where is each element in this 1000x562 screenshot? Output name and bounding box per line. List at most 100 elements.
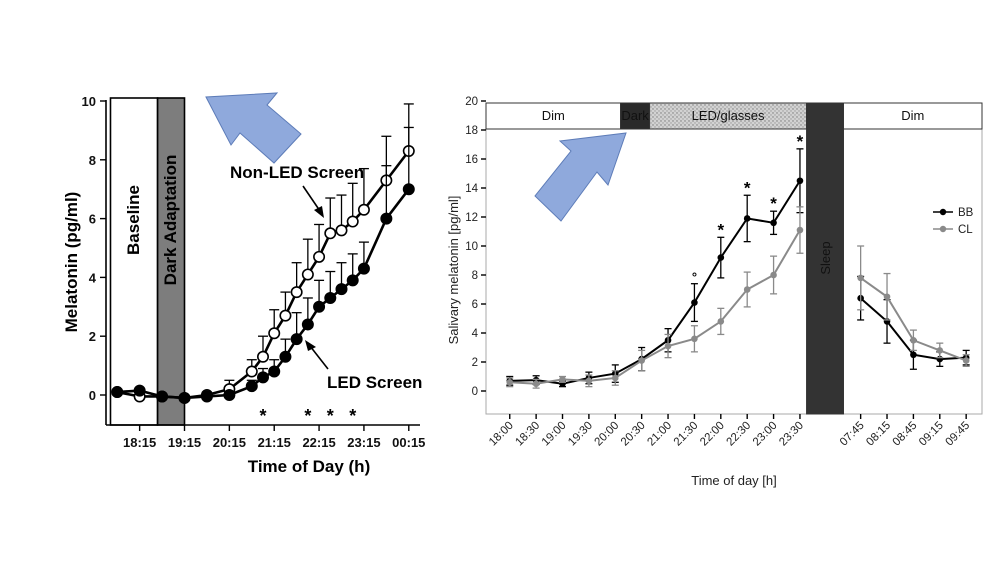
right-x-tick-label-0: 18:00 (487, 420, 516, 449)
right-x-axis-title: Time of day [h] (691, 473, 777, 488)
left-point-0-15 (346, 215, 359, 228)
left-point-1-4 (200, 390, 213, 403)
right-x-tick-label-9: 22:30 (724, 420, 753, 449)
right-point-1-1-3 (936, 347, 944, 354)
left-point-1-18 (402, 183, 415, 196)
right-point-1-0-8 (717, 318, 725, 325)
right-x-tick-label-3: 19:30 (566, 420, 595, 449)
left-point-1-5 (223, 388, 236, 401)
right-y-axis-title: Salivary melatonin [pg/ml] (446, 196, 461, 345)
right-point-1-0-11 (796, 226, 804, 234)
right-point-1-0-4 (611, 374, 619, 382)
legend-bb-label: BB (958, 207, 974, 219)
left-x-ticks: 18:15 19:15 20:15 21:15 22:15 23:15 00:15 (123, 425, 425, 450)
right-point-0-0-9 (743, 215, 751, 222)
right-series-cl-segment-0 (506, 206, 804, 389)
left-point-1-15 (346, 274, 359, 287)
left-point-1-14 (335, 283, 348, 296)
right-x-tick-label-16: 09:45 (943, 420, 972, 449)
left-band-label-0: Baseline (124, 185, 143, 255)
left-point-1-2 (156, 390, 169, 403)
left-y-axis-title: Melatonin (pg/ml) (62, 192, 81, 333)
right-point-1-0-6 (664, 342, 672, 350)
right-x-tick-label-13: 08:15 (864, 420, 893, 449)
right-x-tick-label-11: 23:30 (777, 420, 806, 449)
right-x-tick-label-2: 19:00 (540, 420, 569, 449)
left-point-1-9 (279, 350, 292, 363)
right-y-tick-label-0: 0 (472, 386, 478, 398)
left-y-tick-label-5: 10 (82, 94, 96, 109)
left-point-1-0 (111, 386, 124, 399)
left-point-0-16 (357, 203, 370, 216)
right-y-tick-label-2: 4 (472, 328, 479, 340)
right-band-label-2: LED/glasses (692, 108, 765, 123)
right-point-0-0-10 (770, 219, 777, 227)
right-band-label-0: Dim (542, 108, 565, 123)
left-point-0-8 (268, 327, 281, 340)
non-led-callout-line (302, 185, 321, 212)
non-led-screen-label: Non-LED Screen (230, 163, 364, 182)
pointer-arrow-right (534, 132, 627, 222)
right-x-tick-label-1: 18:30 (513, 420, 542, 449)
right-series (506, 148, 970, 389)
led-screen-label: LED Screen (327, 373, 422, 392)
right-bands: Dim Dark LED/glasses Sleep Dim (485, 102, 983, 415)
right-y-tick-label-1: 2 (472, 357, 478, 369)
left-point-0-10 (290, 286, 303, 299)
legend-bb-marker (939, 208, 947, 216)
right-x-tick-label-8: 22:00 (698, 420, 727, 449)
left-point-1-12 (313, 300, 326, 313)
left-x-tick-label-1: 19:15 (168, 435, 201, 450)
left-point-1-3 (178, 391, 191, 404)
right-band-4 (842, 102, 983, 130)
right-significance-3: * (770, 194, 777, 213)
right-y-tick-label-9: 18 (465, 125, 478, 137)
right-x-tick-label-6: 21:00 (645, 420, 674, 449)
right-x-tick-label-7: 21:30 (672, 420, 701, 449)
left-significance-markers: * * * * (259, 406, 356, 426)
left-series (111, 103, 415, 404)
right-significance-2: * (744, 178, 751, 197)
right-x-tick-label-4: 20:00 (593, 420, 622, 449)
right-y-tick-label-6: 12 (465, 212, 478, 224)
right-band-label-3: Sleep (818, 241, 833, 274)
led-callout-line (309, 345, 329, 370)
right-significance-1: * (717, 220, 724, 239)
left-point-1-13 (324, 291, 337, 304)
right-point-0-0-11 (796, 177, 804, 185)
right-point-1-0-7 (691, 335, 698, 343)
right-y-tick-label-10: 20 (465, 96, 478, 108)
left-x-axis-title: Time of Day (h) (248, 457, 370, 476)
left-x-tick-label-5: 23:15 (347, 435, 380, 450)
left-star-3: * (349, 406, 356, 426)
left-star-2: * (327, 406, 334, 426)
right-significance-markers: ° * * * * (692, 132, 804, 285)
left-band-0 (109, 97, 159, 426)
left-y-ticks: 0 2 4 6 8 10 (82, 94, 106, 403)
left-point-1-1 (133, 384, 146, 397)
left-point-0-7 (256, 350, 269, 363)
right-y-tick-label-5: 10 (465, 241, 478, 253)
right-band-label-1: Dark (621, 108, 649, 123)
right-point-0-0-7 (691, 299, 698, 306)
right-point-1-0-1 (532, 380, 540, 388)
right-point-1-1-2 (910, 336, 917, 344)
right-significance-4: * (797, 132, 804, 151)
right-point-1-1-1 (883, 293, 891, 301)
left-bands: Baseline Dark Adaptation (109, 97, 186, 426)
right-y-tick-label-7: 14 (465, 183, 478, 195)
right-x-tick-label-10: 23:00 (751, 420, 780, 449)
left-star-0: * (259, 406, 266, 426)
right-x-tick-label-5: 20:30 (619, 420, 648, 449)
left-star-1: * (304, 406, 311, 426)
left-point-1-8 (268, 365, 281, 378)
right-x-tick-label-14: 08:45 (891, 420, 920, 449)
left-x-tick-label-2: 20:15 (213, 435, 246, 450)
left-x-tick-label-6: 00:15 (392, 435, 425, 450)
left-x-tick-label-0: 18:15 (123, 435, 156, 450)
left-point-1-17 (380, 212, 393, 225)
left-point-0-9 (279, 309, 292, 322)
right-legend: BB CL (933, 207, 974, 236)
left-point-0-12 (313, 250, 326, 263)
right-y-tick-label-4: 8 (472, 270, 478, 282)
